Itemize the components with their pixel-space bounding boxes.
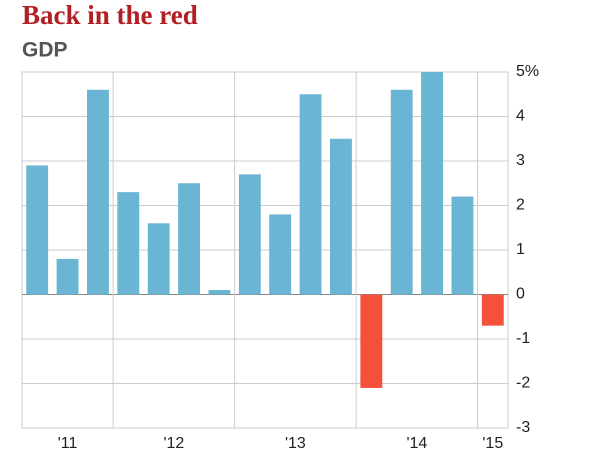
bar: [299, 94, 322, 295]
y-tick-label: 5%: [516, 63, 539, 80]
bar: [269, 214, 292, 295]
x-tick-label: '13: [285, 435, 306, 452]
bar: [360, 294, 383, 388]
bar: [56, 258, 79, 295]
y-tick-label: -1: [516, 330, 530, 347]
y-tick-label: 3: [516, 152, 525, 169]
bar: [208, 290, 231, 295]
bar: [147, 223, 170, 295]
bar: [238, 174, 261, 295]
chart-subtitle: GDP: [22, 39, 68, 62]
bar: [87, 89, 109, 295]
bar: [390, 89, 413, 295]
y-tick-label: 1: [516, 241, 525, 258]
x-tick-label: '14: [406, 435, 427, 452]
x-tick-label: '12: [163, 435, 184, 452]
chart-title: Back in the red: [22, 0, 198, 30]
bar: [178, 183, 200, 295]
bar: [421, 72, 443, 295]
bar: [451, 196, 474, 295]
x-tick-label: '11: [58, 435, 78, 452]
bar: [481, 294, 504, 326]
x-tick-label: '15: [482, 435, 503, 452]
y-tick-label: -3: [516, 419, 530, 436]
y-tick-label: 2: [516, 197, 525, 214]
bar: [117, 192, 140, 295]
y-tick-label: 0: [516, 286, 525, 303]
y-tick-label: -2: [516, 375, 530, 392]
y-tick-label: 4: [516, 108, 525, 125]
bar: [26, 165, 49, 295]
bar: [330, 138, 352, 295]
